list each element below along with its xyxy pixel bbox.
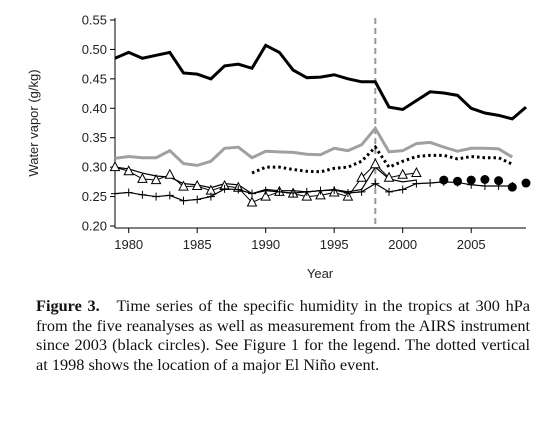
y-axis-label: Water vapor (g/kg)	[26, 69, 41, 176]
triangle-marker	[246, 196, 258, 207]
y-tick-label: 0.30	[82, 160, 107, 175]
plus-marker	[193, 195, 202, 204]
caption-text: Time series of the specific humidity in …	[36, 296, 531, 374]
x-tick-label: 1995	[320, 237, 349, 252]
triangle-marker	[356, 171, 367, 182]
triangle-marker	[178, 180, 189, 191]
airs-point	[494, 176, 504, 186]
plus-marker	[385, 187, 393, 196]
x-tick-label: 2005	[457, 237, 486, 252]
y-tick-label: 0.50	[82, 42, 107, 57]
x-axis-label: Year	[307, 266, 334, 281]
triangle-marker	[369, 158, 381, 169]
plus-marker	[398, 185, 407, 194]
plus-marker	[111, 189, 119, 198]
plus-marker	[124, 188, 133, 197]
caption-label: Figure 3.	[36, 296, 100, 315]
plus-marker	[261, 186, 270, 195]
triangle-marker	[411, 166, 422, 178]
y-tick-label: 0.25	[82, 189, 107, 204]
airs-point	[453, 176, 462, 186]
plus-marker	[152, 192, 161, 201]
airs-point	[521, 178, 531, 188]
triangle-marker	[109, 161, 121, 172]
chart: Water vapor (g/kg) Year 0.20 0.25 0.30 0.35…	[26, 13, 531, 281]
plus-marker	[165, 191, 174, 200]
plus-marker	[357, 187, 366, 196]
triangle-marker	[123, 165, 135, 176]
plus-marker	[302, 187, 311, 196]
triangle-marker	[137, 172, 148, 183]
y-tick-label: 0.55	[82, 13, 107, 28]
plus-marker	[234, 185, 243, 194]
triangle-marker	[397, 168, 409, 179]
y-tick-label: 0.40	[82, 101, 107, 116]
plus-marker	[412, 179, 421, 188]
x-tick-label: 1980	[114, 237, 143, 252]
airs-point	[480, 175, 490, 185]
plus-marker	[220, 184, 229, 193]
plus-marker	[343, 189, 352, 198]
plus-marker	[275, 187, 284, 196]
plus-marker	[289, 189, 298, 198]
triangle-marker	[164, 168, 176, 179]
series-line	[114, 43, 527, 121]
triangle-marker	[260, 190, 272, 201]
y-tick-label: 0.45	[82, 71, 107, 86]
plus-marker	[206, 192, 215, 201]
plus-marker	[179, 196, 188, 205]
airs-point	[466, 175, 476, 185]
plus-marker	[371, 179, 380, 188]
x-tick-label: 1990	[251, 237, 280, 252]
plus-marker	[248, 189, 256, 198]
triangle-marker	[150, 174, 162, 185]
plus-marker	[426, 179, 435, 188]
triangle-marker	[191, 179, 203, 190]
y-tick-label: 0.20	[82, 219, 107, 234]
airs-point	[507, 182, 517, 192]
series-line	[114, 125, 514, 167]
x-tick-label: 2000	[388, 237, 417, 252]
series-line	[251, 144, 513, 175]
triangle-marker	[383, 171, 395, 182]
plus-marker	[316, 186, 325, 195]
x-tick-label: 1985	[183, 237, 212, 252]
y-tick-label: 0.35	[82, 130, 107, 145]
plus-marker	[138, 190, 147, 199]
caption: Figure 3. Time series of the specific hu…	[36, 296, 530, 374]
plus-marker	[330, 186, 339, 195]
series-line	[114, 181, 513, 202]
airs-point	[439, 175, 449, 185]
